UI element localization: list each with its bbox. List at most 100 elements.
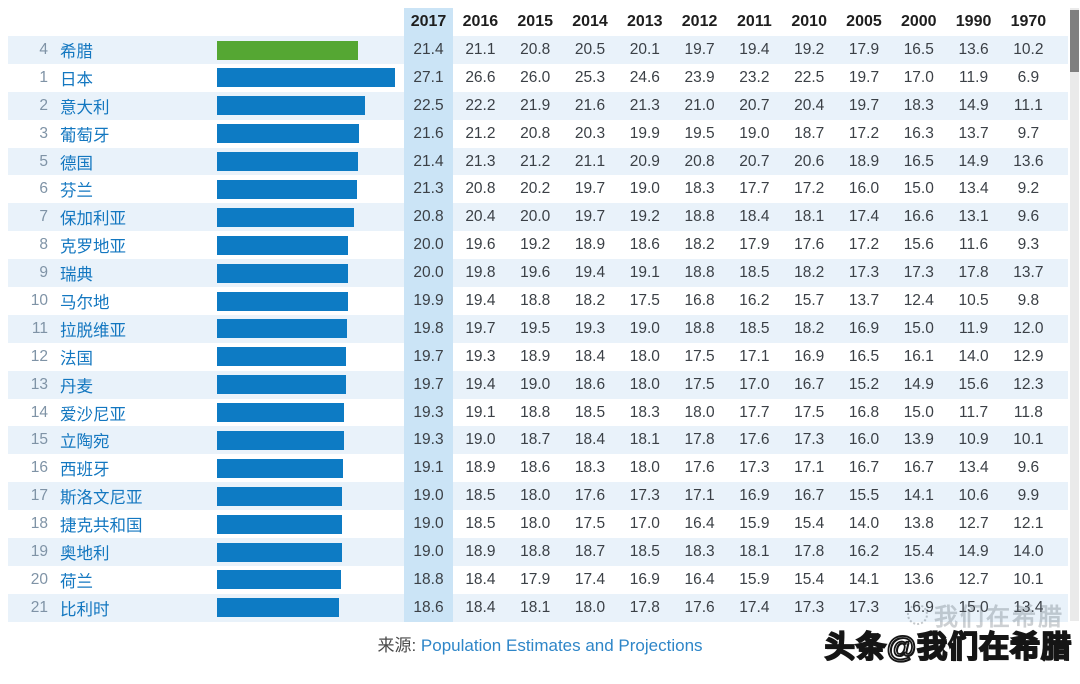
value-cell-1970: 11.8 <box>1013 403 1043 421</box>
source-link[interactable]: Population Estimates and Projections <box>420 636 703 655</box>
value-cell-1970: 9.6 <box>1017 208 1040 226</box>
value-cell-2011: 17.4 <box>739 598 770 616</box>
year-header-2011: 2011 <box>737 13 772 30</box>
value-cell-2014: 18.5 <box>574 403 606 421</box>
year-header-2015: 2015 <box>517 13 553 30</box>
table-row: 8 克罗地亚 20.0 19.6 19.2 18.9 18.6 18.2 17.9 17.6 1… <box>8 231 1068 260</box>
year-header-2005: 2005 <box>846 13 882 30</box>
year-header-2013: 2013 <box>626 13 663 30</box>
value-cell-1990: 14.9 <box>958 96 989 114</box>
bar-cell <box>217 510 404 538</box>
value-cell-2017: 18.8 <box>404 565 453 594</box>
value-cell-1990: 11.6 <box>959 236 989 254</box>
value-cell-2016: 19.6 <box>465 236 496 254</box>
value-cell-2013: 16.9 <box>629 570 660 588</box>
value-cell-2000: 16.5 <box>903 152 934 170</box>
value-cell-2015: 18.0 <box>520 515 551 533</box>
value-cell-2012: 16.4 <box>684 570 715 588</box>
value-cell-1990: 15.6 <box>958 375 989 393</box>
value-cell-2000: 16.3 <box>903 124 934 142</box>
value-cell-2000: 16.7 <box>903 459 934 477</box>
value-cell-2012: 19.7 <box>684 40 715 58</box>
country-name-label: 捷克共和国 <box>60 517 143 536</box>
country-name-label: 保加利亚 <box>60 210 126 229</box>
value-cell-1970: 12.1 <box>1013 515 1044 533</box>
bar-column-header <box>217 8 404 36</box>
year-header-1970: 1970 <box>1010 13 1047 30</box>
value-bar <box>217 124 359 144</box>
value-cell-2015: 19.2 <box>520 236 551 254</box>
value-cell-1970: 12.3 <box>1013 375 1044 393</box>
value-cell-2017: 19.0 <box>404 482 453 511</box>
value-cell-2016: 20.8 <box>465 180 496 198</box>
vertical-scrollbar-thumb[interactable] <box>1070 10 1079 72</box>
value-cell-2016: 19.4 <box>465 375 496 393</box>
country-name-label: 立陶宛 <box>60 433 110 452</box>
rank-label: 17 <box>30 487 48 505</box>
value-cell-2014: 19.3 <box>574 319 606 337</box>
value-cell-2000: 18.3 <box>903 96 934 114</box>
value-cell-2017: 19.7 <box>404 370 453 399</box>
value-cell-2013: 19.1 <box>629 264 660 282</box>
value-bar <box>217 514 342 534</box>
value-cell-2010: 18.2 <box>794 319 825 337</box>
value-cell-2014: 18.2 <box>574 291 606 309</box>
year-header-row: 2017 2016 2015 2014 2013 2012 2011 2010 2005 2000… <box>8 8 1068 36</box>
value-cell-2015: 18.8 <box>520 403 551 421</box>
value-cell-2010: 17.1 <box>794 459 825 477</box>
value-cell-2000: 12.4 <box>903 291 934 309</box>
value-bar <box>217 347 347 367</box>
value-cell-2013: 18.6 <box>629 236 660 254</box>
value-cell-2015: 18.1 <box>520 598 551 616</box>
value-cell-2017: 19.7 <box>404 342 453 371</box>
value-cell-2000: 14.9 <box>903 375 934 393</box>
value-cell-2010: 20.6 <box>794 152 825 170</box>
value-bar <box>217 403 344 423</box>
value-cell-2016: 19.1 <box>465 403 496 421</box>
table-row: 5 德国 21.4 21.3 21.2 21.1 20.9 20.8 20.7 20.6 18.… <box>8 147 1068 176</box>
value-cell-2012: 21.0 <box>684 96 715 114</box>
value-bar <box>217 96 365 116</box>
value-cell-2012: 18.2 <box>684 236 715 254</box>
value-cell-2013: 19.9 <box>629 124 660 142</box>
bar-cell <box>217 426 404 454</box>
value-cell-2005: 19.7 <box>848 96 880 114</box>
value-cell-2011: 18.4 <box>739 208 770 226</box>
year-header-2010: 2010 <box>791 13 827 30</box>
value-cell-2014: 19.7 <box>574 180 606 198</box>
value-bar <box>217 179 357 199</box>
value-cell-2011: 15.9 <box>739 515 770 533</box>
table-row: 13 丹麦 19.7 19.4 19.0 18.6 18.0 17.5 17.0 16.7 15… <box>8 370 1068 399</box>
country-name-label: 荷兰 <box>60 572 93 591</box>
value-cell-1990: 10.9 <box>958 431 989 449</box>
value-cell-1990: 13.4 <box>958 459 989 477</box>
value-cell-2011: 18.5 <box>739 264 770 282</box>
value-cell-1990: 11.9 <box>959 319 989 337</box>
value-cell-2005: 13.7 <box>848 291 880 309</box>
country-name-label: 瑞典 <box>60 266 93 285</box>
value-bar <box>217 486 342 506</box>
country-name-label: 希腊 <box>60 42 93 61</box>
value-cell-1990: 17.8 <box>958 264 989 282</box>
value-cell-2011: 15.9 <box>739 570 770 588</box>
value-cell-2015: 17.9 <box>520 570 551 588</box>
value-cell-2005: 14.0 <box>848 515 880 533</box>
value-cell-2010: 15.7 <box>794 291 825 309</box>
country-name-label: 法国 <box>60 349 93 368</box>
value-cell-2000: 15.4 <box>903 542 934 560</box>
bar-cell <box>217 287 404 315</box>
value-cell-2011: 19.0 <box>739 124 770 142</box>
value-cell-2017: 19.3 <box>404 426 453 455</box>
value-cell-2013: 19.0 <box>629 180 660 198</box>
value-cell-2017: 27.1 <box>404 63 453 92</box>
vertical-scrollbar[interactable] <box>1070 8 1079 621</box>
value-cell-2017: 18.6 <box>404 593 453 622</box>
value-cell-2015: 18.9 <box>520 347 551 365</box>
value-cell-2005: 17.2 <box>848 236 880 254</box>
value-cell-2005: 18.9 <box>848 152 880 170</box>
year-header-2016: 2016 <box>462 13 499 30</box>
value-cell-1990: 10.5 <box>958 291 989 309</box>
bar-cell <box>217 231 404 259</box>
table-row: 3 葡萄牙 21.6 21.2 20.8 20.3 19.9 19.5 19.0 18.7 17… <box>8 119 1068 148</box>
